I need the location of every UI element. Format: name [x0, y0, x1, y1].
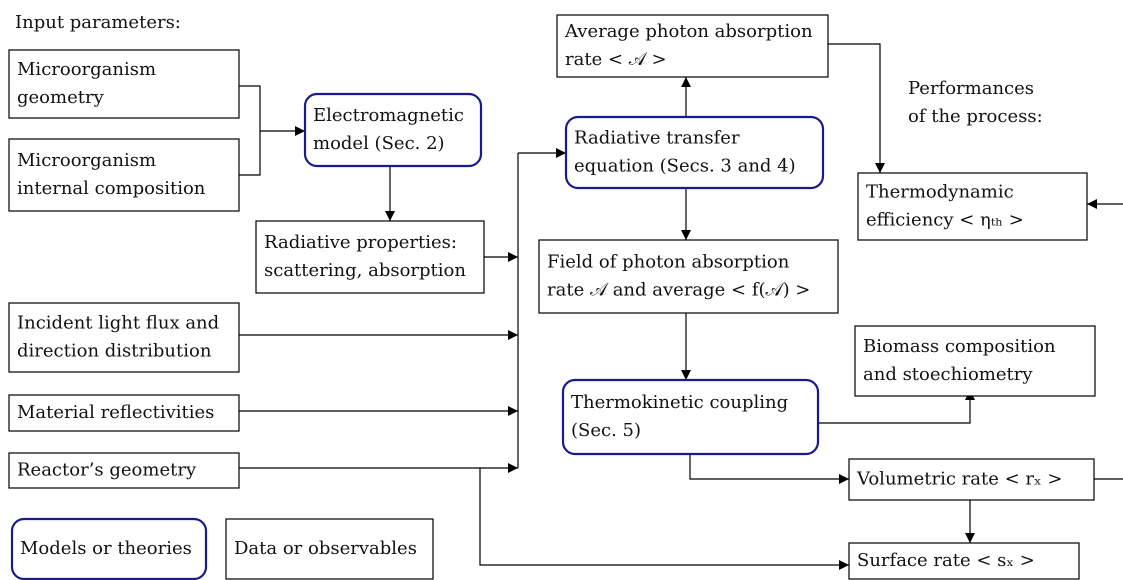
- node-label: equation (Secs. 3 and 4): [574, 156, 796, 177]
- performances-label: of the process:: [908, 106, 1043, 127]
- node-label: Thermokinetic coupling: [571, 392, 788, 413]
- node-label: geometry: [17, 87, 105, 108]
- node-label: internal composition: [17, 178, 206, 199]
- heading: Input parameters:: [15, 12, 181, 33]
- model-box: [564, 115, 825, 190]
- performances-label: Performances: [908, 78, 1034, 99]
- node-label: Biomass composition: [863, 336, 1056, 357]
- data-box: [556, 14, 829, 78]
- data-box: [854, 325, 1096, 397]
- node-label: direction distribution: [17, 341, 212, 362]
- node-label: Data or observables: [234, 538, 417, 559]
- node-label: Field of photon absorption: [547, 252, 790, 273]
- node-label: model (Sec. 2): [313, 133, 445, 154]
- data-box: [8, 394, 240, 432]
- data-box: [8, 138, 240, 212]
- node-label: Radiative properties:: [264, 232, 457, 253]
- node-label: efficiency < ηₜₕ >: [866, 210, 1024, 231]
- node-label: scattering, absorption: [264, 260, 466, 281]
- model-box: [561, 378, 820, 456]
- node-label: Microorganism: [17, 150, 156, 171]
- node-label: Volumetric rate < rₓ >: [856, 469, 1062, 490]
- model-box: [10, 517, 208, 580]
- node-label: rate < 𝒜 >: [565, 49, 667, 70]
- node-label: Incident light flux and: [17, 313, 219, 334]
- node-label: Microorganism: [17, 59, 156, 80]
- data-box: [848, 458, 1095, 501]
- node-label: Models or theories: [20, 538, 192, 559]
- model-box: [303, 92, 483, 168]
- data-box: [848, 542, 1080, 580]
- node-label: (Sec. 5): [571, 420, 641, 441]
- data-box: [8, 302, 240, 373]
- node-label: Thermodynamic: [866, 182, 1014, 203]
- node-label: Reactor’s geometry: [17, 460, 197, 481]
- data-box: [538, 239, 839, 314]
- node-label: Radiative transfer: [574, 128, 740, 149]
- data-box: [857, 172, 1088, 241]
- data-box: [255, 220, 485, 294]
- node-label: Electromagnetic: [313, 105, 464, 126]
- node-label: and stoechiometry: [863, 364, 1033, 385]
- data-box: [8, 452, 240, 489]
- data-box: [8, 49, 240, 119]
- node-label: Average photon absorption: [564, 21, 813, 42]
- data-box: [225, 518, 434, 580]
- node-label: Surface rate < sₓ >: [857, 550, 1035, 571]
- node-label: Material reflectivities: [17, 402, 214, 423]
- connectors: [239, 43, 1123, 570]
- node-label: rate 𝒜 and average < f(𝒜) >: [547, 280, 810, 301]
